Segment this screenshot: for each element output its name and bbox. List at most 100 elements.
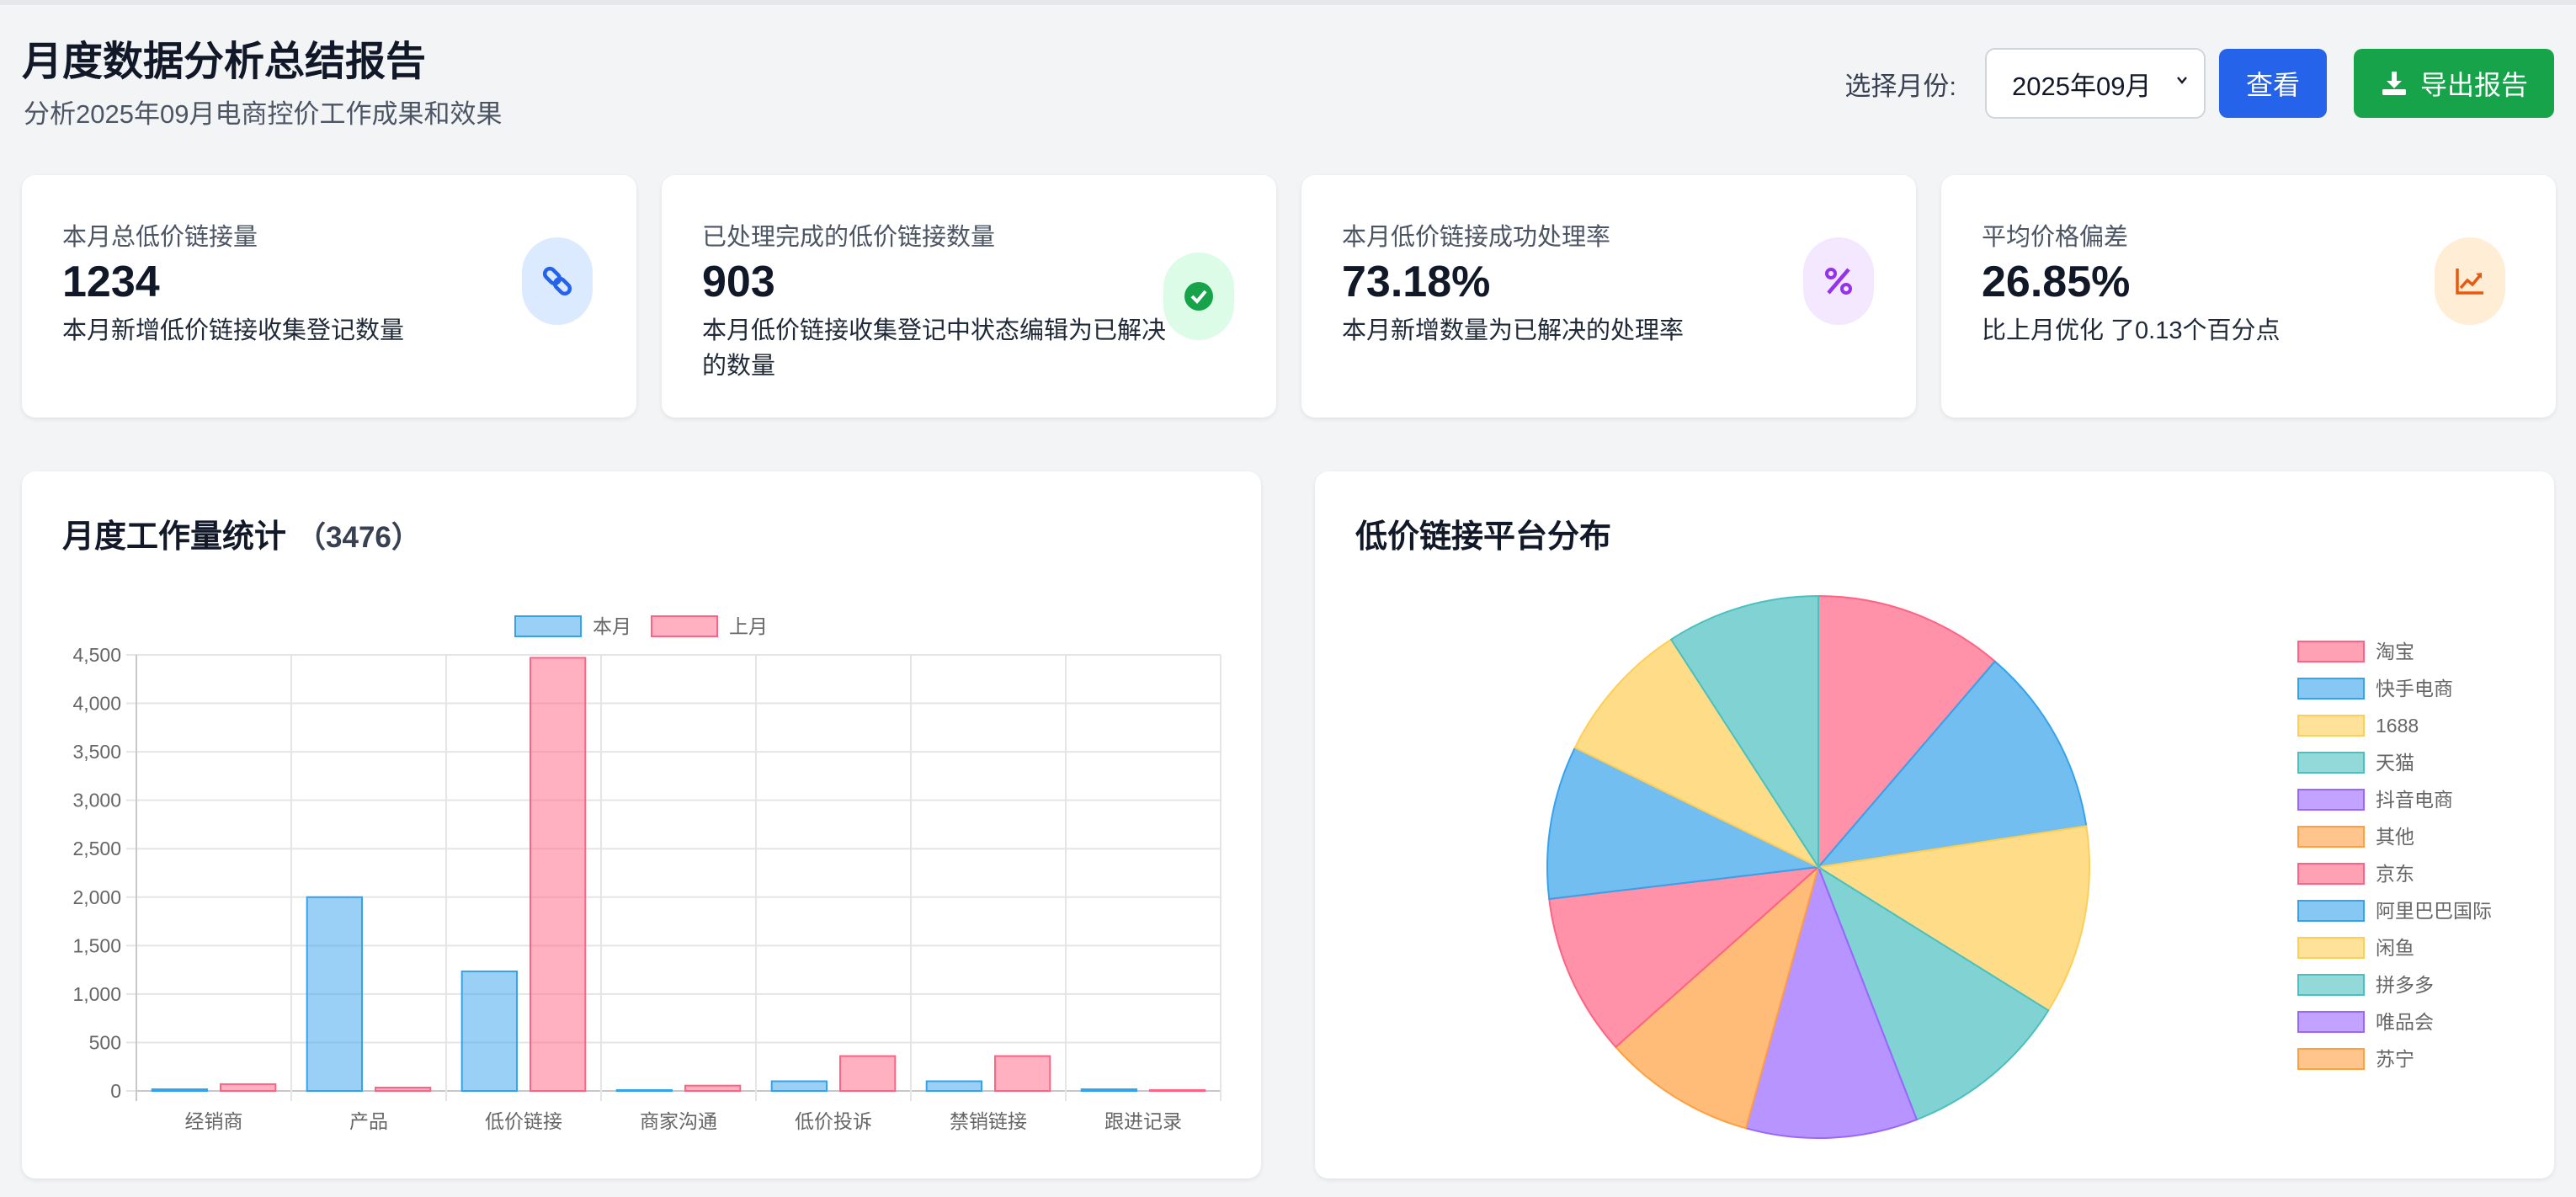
platform-chart-title: 低价链接平台分布 [1355,519,1612,555]
legend-label: 天猫 [2376,752,2414,774]
legend-label: 阿里巴巴国际 [2376,900,2492,922]
pie-slice [1744,864,1919,1139]
page-header: 月度数据分析总结报告 分析2025年09月电商控价工作成果和效果 选择月份: 2… [22,34,2554,135]
legend-swatch [2297,1011,2365,1033]
legend-label: 上月 [729,615,768,637]
stat-value: 903 [702,258,775,306]
legend-label: 唯品会 [2376,1011,2434,1033]
stat-card-processed-links: 已处理完成的低价链接数量 903 本月低价链接收集登记中状态编辑为已解决的数量 [662,175,1276,418]
y-tick-label: 3,000 [72,790,121,811]
bar [306,896,363,1092]
legend-label: 快手电商 [2376,678,2453,700]
legend-label: 拼多多 [2376,974,2434,996]
pie-slice [1816,660,2088,869]
x-tick-label: 跟进记录 [1104,1110,1182,1132]
bar [1149,1089,1206,1092]
pie-slice [1548,865,1822,1049]
stat-desc: 本月新增低价链接收集登记数量 [62,317,405,344]
y-tick-label: 0 [110,1080,121,1102]
legend-label: 抖音电商 [2376,789,2453,811]
check-circle-icon [1163,253,1234,340]
stat-desc: 本月低价链接收集登记中状态编辑为已解决的数量 [702,317,1167,380]
legend-swatch [2297,826,2365,848]
stat-value: 73.18% [1342,258,1491,306]
pie-slice [1546,746,1822,901]
pie-slice [1573,638,1821,870]
legend-item: 淘宝 [2297,641,2414,662]
legend-item: 本月 [514,615,631,637]
stat-value: 26.85% [1982,258,2131,306]
legend-label: 1688 [2376,715,2419,737]
stat-desc: 本月新增数量为已解决的处理率 [1342,317,1685,344]
bar [770,1080,828,1093]
legend-swatch [2297,900,2365,922]
pie-slice [1816,864,2050,1121]
view-button[interactable]: 查看 [2219,49,2327,118]
legend-swatch [2297,715,2365,737]
legend-item: 抖音电商 [2297,789,2453,811]
bar [684,1084,742,1092]
workload-total-count: （3476） [296,521,421,554]
workload-title-text: 月度工作量统计 [62,519,287,555]
legend-item: 其他 [2297,826,2414,848]
bar [839,1055,897,1092]
stat-desc: 比上月优化 了0.13个百分点 [1982,317,2281,344]
stat-label: 本月总低价链接量 [62,224,258,251]
y-tick-label: 2,500 [72,838,121,859]
page-subtitle: 分析2025年09月电商控价工作成果和效果 [24,99,503,129]
export-report-button[interactable]: 导出报告 [2354,49,2554,118]
legend-swatch [651,615,718,637]
month-select[interactable]: 2025年09月 [1985,48,2206,119]
workload-chart-title: 月度工作量统计 （3476） [62,513,421,561]
bar [530,657,587,1093]
pie-slice [1818,594,1997,870]
legend-swatch [2297,863,2365,885]
pie-slice [1816,825,2090,1012]
legend-swatch [2297,974,2365,996]
legend-label: 其他 [2376,826,2414,848]
x-tick-label: 低价链接 [485,1110,562,1132]
legend-swatch [514,615,582,637]
month-select-value: 2025年09月 [2012,71,2152,101]
pie-slice [1614,864,1820,1130]
bar-chart-legend: 本月 上月 [514,615,768,637]
bar [994,1055,1051,1092]
legend-label: 苏宁 [2376,1048,2414,1070]
y-tick-label: 1,000 [72,983,121,1005]
chevron-down-icon [2177,77,2187,84]
legend-swatch [2297,789,2365,811]
y-tick-label: 3,500 [72,741,121,763]
legend-label: 淘宝 [2376,641,2414,662]
workload-bar-chart: 本月 上月 0 500 1,000 1,500 2,000 2,500 3,000 3,500 4,… [72,615,1221,1132]
stat-label: 平均价格偏差 [1982,224,2129,251]
stat-value: 1234 [62,258,160,306]
stat-card-total-links: 本月总低价链接量 1234 本月新增低价链接收集登记数量 [22,175,636,418]
y-tick-label: 4,000 [72,693,121,715]
bar [615,1089,673,1092]
legend-item: 拼多多 [2297,974,2434,996]
top-border [0,0,2576,5]
x-tick-label: 产品 [349,1110,388,1132]
x-tick-label: 禁销链接 [950,1110,1027,1132]
legend-label: 本月 [593,615,631,637]
legend-item: 唯品会 [2297,1011,2434,1033]
x-tick-label: 商家沟通 [640,1110,717,1132]
legend-item: 天猫 [2297,752,2414,774]
legend-item: 快手电商 [2297,678,2453,700]
percent-icon [1803,237,1874,325]
legend-item: 京东 [2297,863,2414,885]
bar [925,1080,983,1093]
bar [220,1083,277,1092]
legend-item: 闲鱼 [2297,937,2414,959]
legend-swatch [2297,937,2365,959]
y-tick-label: 4,500 [72,644,121,666]
header-controls: 选择月份: 2025年09月 查看 导出报告 [1844,48,2554,119]
bar [460,970,518,1092]
legend-swatch [2297,752,2365,774]
legend-item: 上月 [651,615,768,637]
stat-card-price-deviation: 平均价格偏差 26.85% 比上月优化 了0.13个百分点 [1941,175,2556,418]
download-icon [2382,72,2406,95]
trend-up-icon [2435,237,2505,325]
bar [151,1088,208,1092]
